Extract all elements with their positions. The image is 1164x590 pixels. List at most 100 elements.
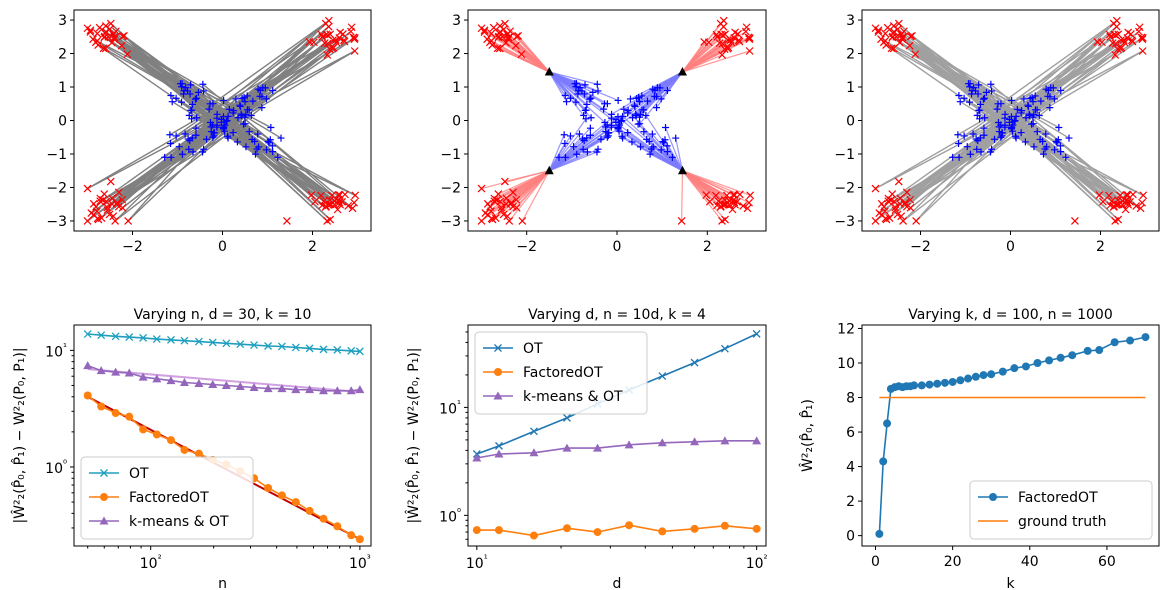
source-point [653, 93, 661, 101]
source-point [601, 118, 609, 126]
y-tick-label: −2 [46, 180, 67, 196]
source-point [213, 121, 221, 129]
matching-line [902, 36, 1040, 117]
source-point [581, 106, 589, 114]
target-point [347, 23, 356, 32]
y-tick-label: 10¹ [45, 342, 67, 360]
data-point [690, 524, 699, 533]
x-tick-label: 2 [1096, 239, 1105, 255]
target-point [1139, 191, 1148, 200]
data-point [494, 526, 503, 535]
data-point [625, 521, 634, 530]
source-point [573, 150, 581, 158]
target-point [898, 35, 907, 44]
x-tick-label: 0 [613, 239, 622, 255]
source-point [236, 102, 244, 110]
target-point [720, 200, 729, 209]
data-point [97, 331, 106, 340]
target-point [1136, 204, 1145, 213]
y-tick-label: 6 [846, 425, 855, 441]
target-point [487, 29, 496, 38]
source-point [618, 117, 626, 125]
source-point [635, 93, 643, 101]
target-point [512, 32, 521, 41]
matching-line [184, 22, 327, 135]
source-point [975, 106, 983, 114]
source-point [203, 135, 211, 143]
data-point [305, 506, 314, 515]
target-point [118, 32, 127, 41]
data-point [277, 491, 286, 500]
source-point [975, 81, 983, 89]
source-point [188, 115, 196, 123]
x-tick-label: 60 [1098, 554, 1116, 570]
data-point [111, 367, 121, 376]
target-point [718, 216, 726, 225]
source-point [594, 87, 602, 95]
source-point [248, 135, 256, 143]
x-tick-label: 40 [1021, 554, 1039, 570]
source-link [643, 131, 683, 172]
source-point [206, 100, 214, 108]
target-point [333, 205, 342, 214]
y-tick-label: 3 [846, 13, 855, 29]
source-point [188, 100, 196, 108]
series-line-k-means-ot [476, 440, 757, 459]
target-point [1135, 23, 1144, 32]
source-point [586, 131, 594, 139]
source-point [663, 87, 671, 95]
legend-entry: OT [523, 341, 543, 357]
x-tick-label: 0 [218, 239, 227, 255]
target-point [735, 37, 744, 46]
data-point [979, 371, 988, 380]
target-point [323, 216, 332, 225]
data-point [1045, 356, 1054, 365]
source-point [648, 130, 656, 138]
target-point [1105, 191, 1113, 200]
source-point [960, 94, 968, 102]
target-point [498, 32, 507, 41]
source-link [649, 153, 683, 172]
target-point [899, 217, 908, 225]
source-point [1054, 136, 1062, 144]
source-point [206, 118, 214, 126]
target-point [894, 19, 903, 28]
data-point [971, 372, 980, 381]
source-point [1010, 117, 1018, 125]
target-point [700, 38, 709, 46]
y-tick-label: 10⁰ [439, 507, 461, 525]
matching-line [191, 20, 330, 120]
data-point [291, 498, 300, 507]
y-tick-label: −1 [440, 147, 461, 163]
source-point [651, 86, 659, 94]
target-point [874, 26, 883, 35]
plot-area [477, 16, 755, 225]
target-point [504, 33, 513, 42]
data-point [124, 368, 134, 377]
source-point [969, 130, 977, 138]
data-point [1021, 362, 1030, 371]
target-point [328, 44, 337, 53]
source-point [972, 135, 980, 143]
legend-entry: OT [129, 466, 149, 482]
source-point [258, 93, 266, 101]
source-link [549, 71, 598, 85]
target-point [477, 184, 486, 193]
target-point [1132, 202, 1141, 210]
matching-line [901, 38, 1044, 155]
data-point [332, 386, 342, 395]
data-point [593, 528, 602, 537]
target-link [681, 170, 684, 221]
target-point [517, 50, 526, 59]
data-point [956, 376, 965, 385]
data-point [987, 370, 996, 379]
source-point [982, 88, 990, 96]
source-point [167, 139, 175, 147]
source-point [245, 128, 253, 136]
data-point [355, 347, 364, 356]
target-point [897, 212, 906, 221]
target-point [1070, 217, 1079, 225]
source-point [247, 111, 255, 119]
target-point [336, 28, 345, 37]
target-link [504, 170, 550, 183]
